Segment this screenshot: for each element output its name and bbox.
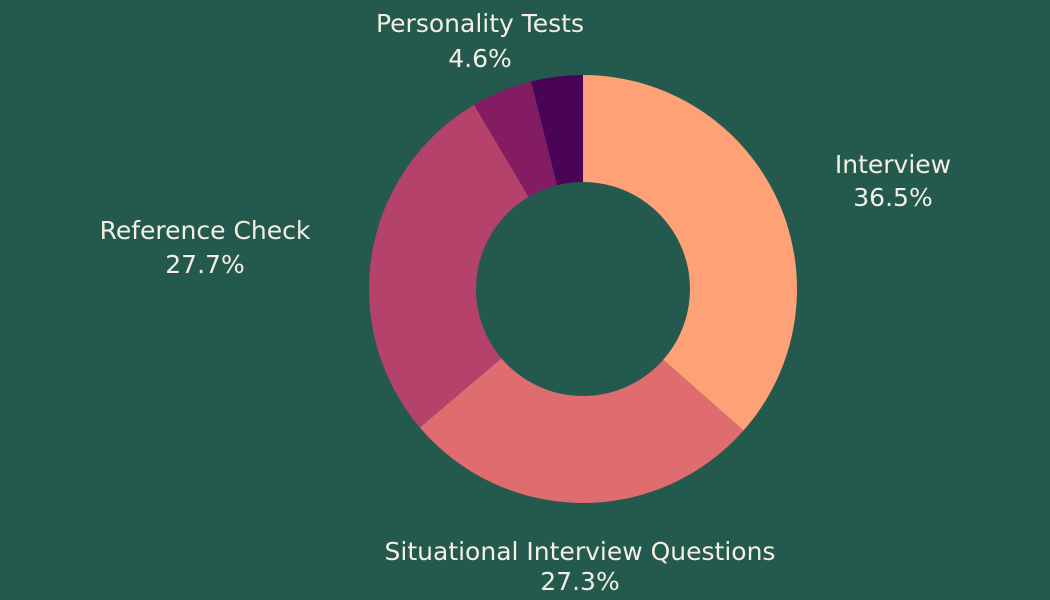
slice-label-reference-check: Reference Check	[100, 216, 311, 245]
slice-label-personality-tests: Personality Tests	[376, 9, 584, 38]
donut-slice-personality-tests	[474, 81, 558, 197]
slice-value-personality-tests: 4.6%	[448, 44, 512, 73]
slice-label-interview: Interview	[835, 150, 951, 179]
slice-value-interview: 36.5%	[853, 183, 932, 212]
slice-value-situational-interview-questions: 27.3%	[540, 567, 619, 596]
donut-slice-interview	[583, 75, 797, 431]
donut-slice-unlabeled-4	[531, 75, 583, 186]
slice-label-situational-interview-questions: Situational Interview Questions	[385, 537, 776, 566]
slice-value-reference-check: 27.7%	[165, 250, 244, 279]
donut-slice-reference-check	[369, 104, 529, 428]
donut-slice-situational-interview-questions	[419, 358, 744, 503]
slices-layer	[369, 75, 797, 503]
